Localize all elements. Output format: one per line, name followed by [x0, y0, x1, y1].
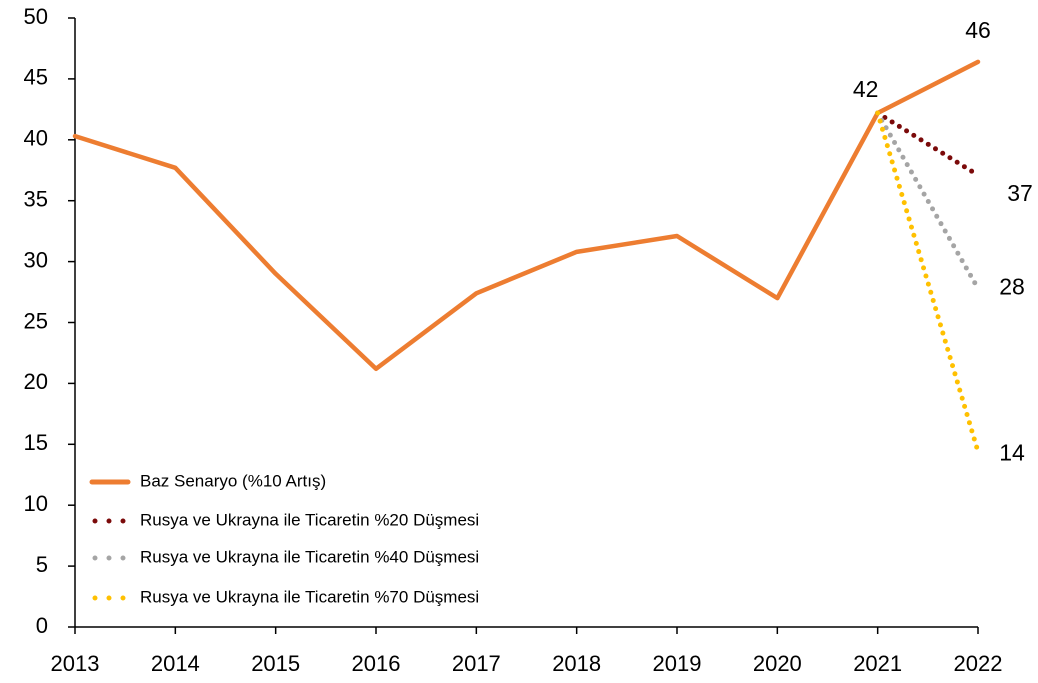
x-tick-label: 2014: [151, 651, 200, 676]
data-label: 37: [1007, 180, 1033, 206]
x-tick-label: 2022: [954, 651, 1003, 676]
x-tick-label: 2017: [452, 651, 501, 676]
y-tick-label: 20: [24, 369, 48, 394]
y-tick-label: 5: [36, 552, 48, 577]
series-line: [875, 110, 981, 291]
x-tick-label: 2019: [653, 651, 702, 676]
legend-label: Baz Senaryo (%10 Artış): [140, 471, 326, 490]
y-tick-label: 35: [24, 187, 48, 212]
x-tick-label: 2020: [753, 651, 802, 676]
y-tick-label: 45: [24, 65, 48, 90]
data-label: 42: [853, 76, 879, 102]
legend-label: Rusya ve Ukrayna ile Ticaretin %20 Düşme…: [140, 510, 479, 529]
x-tick-label: 2015: [251, 651, 300, 676]
y-tick-label: 0: [36, 613, 48, 638]
legend-label: Rusya ve Ukrayna ile Ticaretin %40 Düşme…: [140, 547, 479, 566]
y-tick-label: 40: [24, 126, 48, 151]
y-tick-label: 25: [24, 308, 48, 333]
x-tick-label: 2016: [352, 651, 401, 676]
x-tick-label: 2013: [51, 651, 100, 676]
y-tick-label: 15: [24, 430, 48, 455]
x-tick-label: 2021: [853, 651, 902, 676]
legend-label: Rusya ve Ukrayna ile Ticaretin %70 Düşme…: [140, 587, 479, 606]
data-label: 46: [965, 17, 991, 43]
x-tick-label: 2018: [552, 651, 601, 676]
series-line: [875, 110, 981, 455]
data-label: 14: [999, 440, 1025, 466]
y-tick-label: 30: [24, 247, 48, 272]
y-tick-label: 10: [24, 491, 48, 516]
y-tick-label: 50: [24, 4, 48, 29]
series-line: [875, 110, 981, 178]
data-label: 28: [999, 273, 1025, 299]
series-line: [72, 59, 981, 372]
